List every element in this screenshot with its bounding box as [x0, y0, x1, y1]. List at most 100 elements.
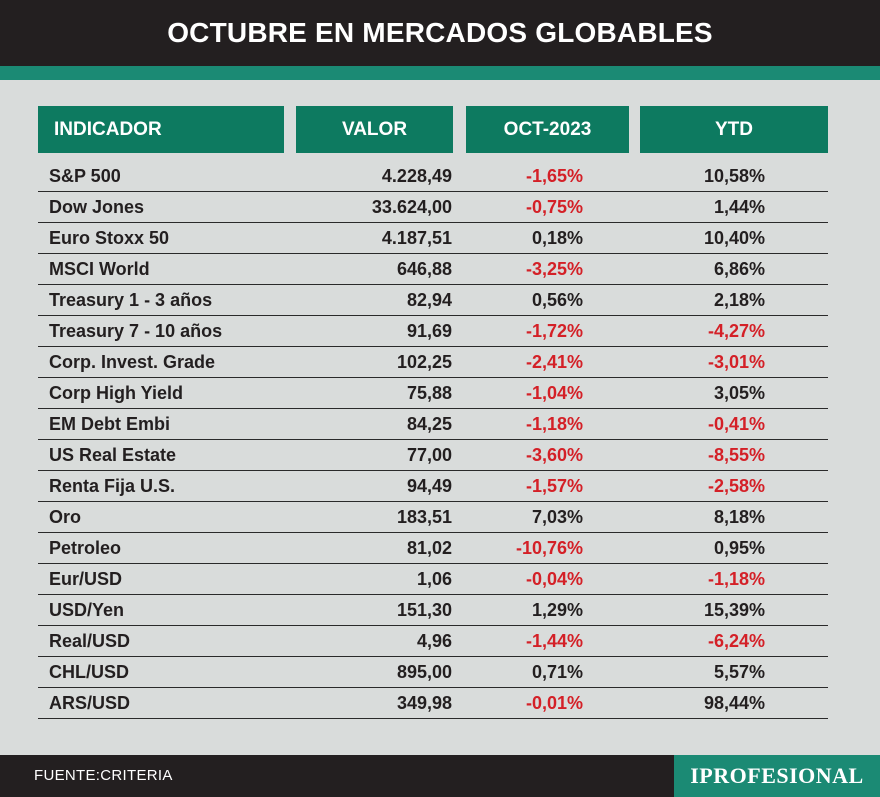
- cell-indicador: MSCI World: [49, 259, 150, 279]
- cell-oct: -1,65%: [525, 166, 583, 186]
- cell-ytd: 8,18%: [713, 507, 765, 527]
- column-header-indicador: INDICADOR: [38, 106, 284, 153]
- cell-ytd: 6,86%: [713, 259, 765, 279]
- cell-oct: -1,72%: [525, 321, 583, 341]
- cell-indicador: US Real Estate: [49, 445, 177, 465]
- cell-oct: 0,18%: [531, 228, 583, 248]
- cell-ytd: 1,44%: [713, 197, 765, 217]
- cell-oct: -0,04%: [525, 569, 583, 589]
- cell-valor: 895,00: [396, 662, 452, 682]
- cell-indicador: EM Debt Embi: [49, 414, 171, 434]
- cell-valor: 1,06: [416, 569, 452, 589]
- cell-ytd: -3,01%: [707, 352, 765, 372]
- cell-valor: 81,02: [406, 538, 452, 558]
- cell-indicador: CHL/USD: [49, 662, 129, 682]
- cell-ytd: -0,41%: [707, 414, 765, 434]
- column-header-oct: OCT-2023: [466, 106, 629, 153]
- cell-valor: 349,98: [396, 693, 452, 713]
- cell-indicador: Corp High Yield: [49, 383, 184, 403]
- cell-valor: 77,00: [406, 445, 452, 465]
- cell-valor: 4,96: [416, 631, 452, 651]
- table-row: Oro 183,51 7,03% 8,18%: [38, 502, 828, 533]
- cell-oct: 0,71%: [531, 662, 583, 682]
- cell-oct: -1,18%: [525, 414, 583, 434]
- cell-indicador: ARS/USD: [49, 693, 131, 713]
- cell-ytd: 15,39%: [703, 600, 765, 620]
- cell-valor: 646,88: [396, 259, 452, 279]
- cell-valor: 91,69: [406, 321, 452, 341]
- cell-valor: 84,25: [406, 414, 452, 434]
- cell-indicador: Renta Fija U.S.: [49, 476, 176, 496]
- cell-oct: -10,76%: [515, 538, 583, 558]
- cell-oct: -0,75%: [525, 197, 583, 217]
- accent-stripe: [0, 66, 880, 80]
- cell-ytd: 3,05%: [713, 383, 765, 403]
- cell-oct: -1,57%: [525, 476, 583, 496]
- table-row: US Real Estate 77,00 -3,60% -8,55%: [38, 440, 828, 471]
- table-row: S&P 500 4.228,49 -1,65% 10,58%: [38, 161, 828, 192]
- column-header-ytd: YTD: [640, 106, 828, 153]
- cell-valor: 4.228,49: [381, 166, 452, 186]
- table-row: Renta Fija U.S. 94,49 -1,57% -2,58%: [38, 471, 828, 502]
- table-row: USD/Yen 151,30 1,29% 15,39%: [38, 595, 828, 626]
- cell-oct: 1,29%: [531, 600, 583, 620]
- cell-indicador: USD/Yen: [49, 600, 125, 620]
- table-row: Eur/USD 1,06 -0,04% -1,18%: [38, 564, 828, 595]
- cell-indicador: Petroleo: [49, 538, 122, 558]
- table-row: CHL/USD 895,00 0,71% 5,57%: [38, 657, 828, 688]
- cell-ytd: -2,58%: [707, 476, 765, 496]
- cell-indicador: Real/USD: [49, 631, 131, 651]
- cell-valor: 82,94: [406, 290, 452, 310]
- brand-logo: IPROFESIONAL: [674, 755, 880, 797]
- cell-indicador: Treasury 7 - 10 años: [49, 321, 223, 341]
- cell-ytd: -6,24%: [707, 631, 765, 651]
- source-label: FUENTE:CRITERIA: [34, 767, 173, 784]
- table-row: Petroleo 81,02 -10,76% 0,95%: [38, 533, 828, 564]
- cell-oct: -3,25%: [525, 259, 583, 279]
- table-row: Corp. Invest. Grade 102,25 -2,41% -3,01%: [38, 347, 828, 378]
- table-row: Corp High Yield 75,88 -1,04% 3,05%: [38, 378, 828, 409]
- table-row: Euro Stoxx 50 4.187,51 0,18% 10,40%: [38, 223, 828, 254]
- cell-valor: 151,30: [396, 600, 452, 620]
- table-row: MSCI World 646,88 -3,25% 6,86%: [38, 254, 828, 285]
- cell-valor: 183,51: [396, 507, 452, 527]
- cell-indicador: Treasury 1 - 3 años: [49, 290, 213, 310]
- table-row: EM Debt Embi 84,25 -1,18% -0,41%: [38, 409, 828, 440]
- footer-bar: FUENTE:CRITERIA IPROFESIONAL: [0, 755, 880, 797]
- cell-indicador: Eur/USD: [49, 569, 123, 589]
- cell-valor: 33.624,00: [371, 197, 452, 217]
- cell-ytd: -8,55%: [707, 445, 765, 465]
- cell-valor: 75,88: [406, 383, 452, 403]
- cell-ytd: 5,57%: [713, 662, 765, 682]
- cell-ytd: 98,44%: [703, 693, 765, 713]
- table-row: Treasury 7 - 10 años 91,69 -1,72% -4,27%: [38, 316, 828, 347]
- cell-ytd: -4,27%: [707, 321, 765, 341]
- table-row: Real/USD 4,96 -1,44% -6,24%: [38, 626, 828, 657]
- cell-ytd: 10,58%: [703, 166, 765, 186]
- cell-ytd: -1,18%: [707, 569, 765, 589]
- cell-indicador: S&P 500: [49, 166, 121, 186]
- cell-oct: -1,44%: [525, 631, 583, 651]
- cell-oct: -0,01%: [525, 693, 583, 713]
- cell-ytd: 2,18%: [713, 290, 765, 310]
- cell-indicador: Dow Jones: [49, 197, 145, 217]
- table-row: Treasury 1 - 3 años 82,94 0,56% 2,18%: [38, 285, 828, 316]
- cell-indicador: Oro: [49, 507, 82, 527]
- cell-valor: 102,25: [396, 352, 452, 372]
- table-header: INDICADOR VALOR OCT-2023 YTD: [38, 106, 828, 153]
- table-row: ARS/USD 349,98 -0,01% 98,44%: [38, 688, 828, 719]
- cell-ytd: 0,95%: [713, 538, 765, 558]
- cell-oct: 7,03%: [531, 507, 583, 527]
- page-title: OCTUBRE EN MERCADOS GLOBABLES: [0, 0, 880, 66]
- cell-oct: 0,56%: [531, 290, 583, 310]
- cell-valor: 94,49: [406, 476, 452, 496]
- table-row: Dow Jones 33.624,00 -0,75% 1,44%: [38, 192, 828, 223]
- cell-valor: 4.187,51: [381, 228, 452, 248]
- cell-ytd: 10,40%: [703, 228, 765, 248]
- cell-oct: -1,04%: [525, 383, 583, 403]
- cell-oct: -3,60%: [525, 445, 583, 465]
- cell-indicador: Corp. Invest. Grade: [49, 352, 216, 372]
- cell-indicador: Euro Stoxx 50: [49, 228, 170, 248]
- column-header-valor: VALOR: [296, 106, 453, 153]
- table-body: S&P 500 4.228,49 -1,65% 10,58% Dow Jones 33.6…: [38, 161, 828, 719]
